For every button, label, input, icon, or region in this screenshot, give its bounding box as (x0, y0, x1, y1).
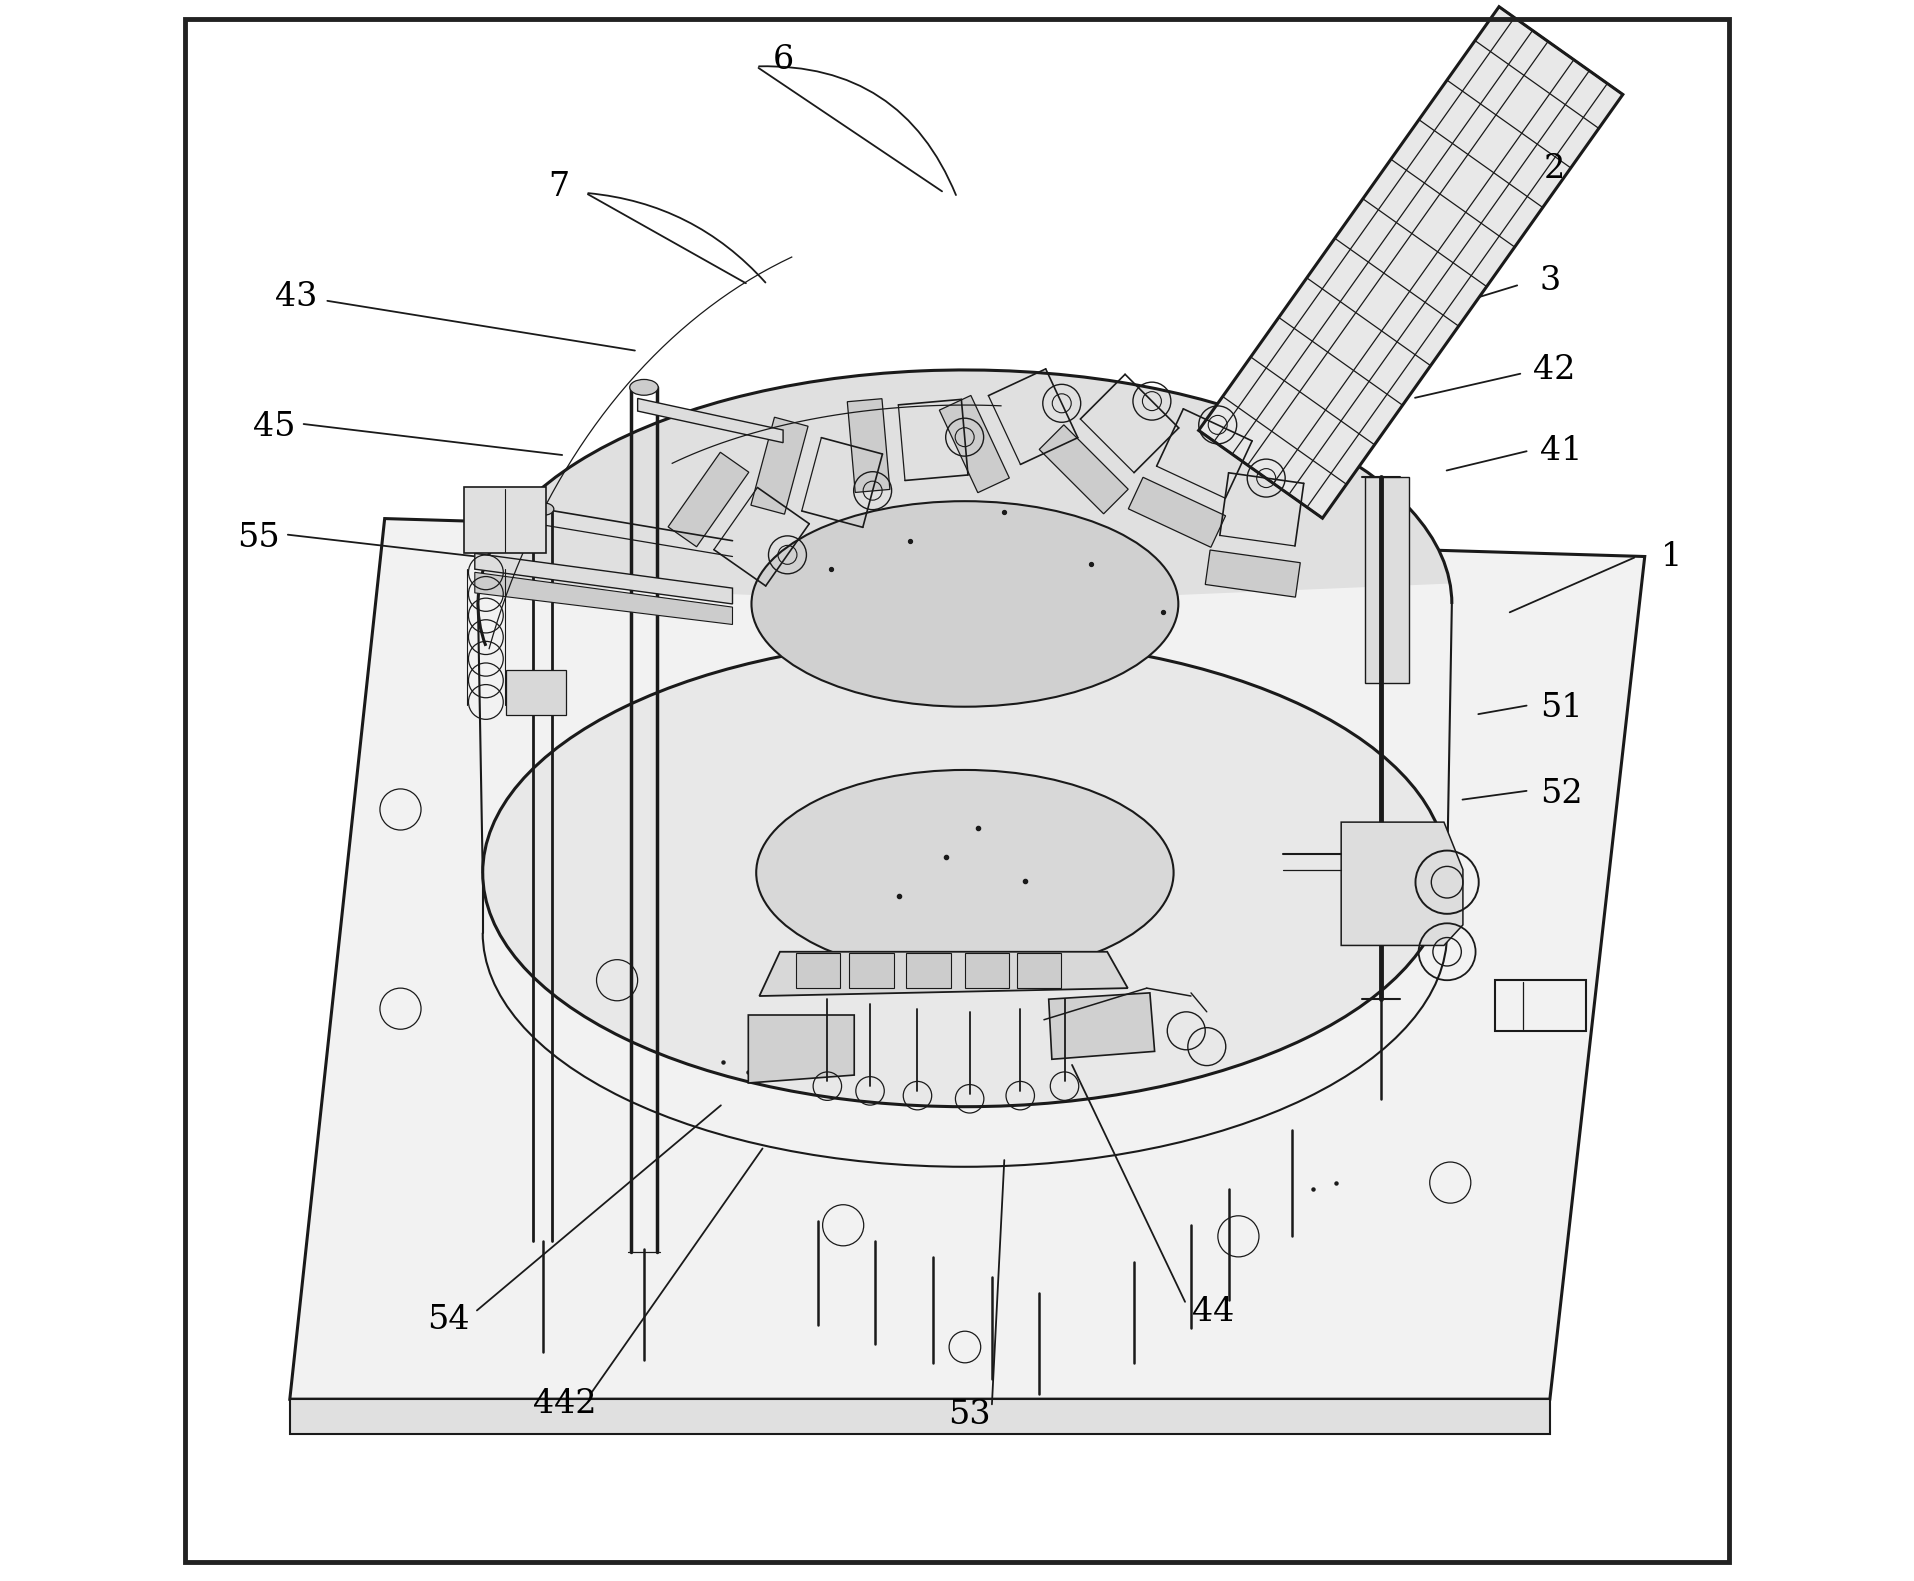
Text: 43: 43 (276, 281, 318, 313)
Polygon shape (760, 952, 1127, 996)
Polygon shape (1039, 425, 1127, 514)
Bar (1016, 953, 1062, 988)
Polygon shape (475, 553, 733, 604)
Ellipse shape (630, 379, 658, 395)
Polygon shape (1129, 477, 1225, 547)
Bar (463, 487, 545, 553)
Polygon shape (1342, 822, 1462, 945)
Polygon shape (1198, 6, 1623, 519)
Polygon shape (750, 417, 808, 514)
Polygon shape (480, 370, 1451, 594)
Bar (965, 953, 1009, 988)
Polygon shape (1365, 477, 1409, 683)
Polygon shape (668, 452, 748, 547)
Text: 1: 1 (1661, 541, 1682, 572)
Bar (796, 953, 840, 988)
Polygon shape (748, 1015, 854, 1083)
Text: 42: 42 (1533, 354, 1575, 386)
Text: 52: 52 (1539, 778, 1583, 809)
Text: 44: 44 (1192, 1296, 1235, 1328)
Ellipse shape (482, 639, 1447, 1107)
Text: 51: 51 (1539, 692, 1583, 724)
Ellipse shape (532, 503, 553, 515)
Ellipse shape (756, 770, 1173, 975)
Polygon shape (940, 395, 1009, 493)
Text: 45: 45 (253, 411, 295, 443)
Polygon shape (1049, 993, 1154, 1059)
Bar (907, 953, 951, 988)
Polygon shape (848, 398, 890, 492)
FancyArrowPatch shape (588, 193, 766, 283)
Polygon shape (475, 572, 733, 624)
Polygon shape (289, 519, 1644, 1399)
Bar (507, 670, 567, 715)
Text: 7: 7 (547, 171, 568, 202)
Text: 3: 3 (1539, 266, 1560, 297)
Text: 6: 6 (773, 44, 794, 76)
Polygon shape (289, 1399, 1550, 1434)
Bar (850, 953, 894, 988)
FancyArrowPatch shape (760, 66, 955, 194)
Text: 53: 53 (947, 1399, 991, 1431)
Text: 54: 54 (427, 1304, 469, 1336)
Text: 2: 2 (1545, 153, 1566, 185)
Polygon shape (1206, 550, 1300, 598)
Ellipse shape (752, 501, 1179, 707)
Bar (1495, 980, 1587, 1031)
Text: 55: 55 (237, 522, 279, 553)
Polygon shape (637, 398, 783, 443)
Text: 41: 41 (1539, 435, 1583, 466)
Text: 442: 442 (534, 1388, 597, 1420)
